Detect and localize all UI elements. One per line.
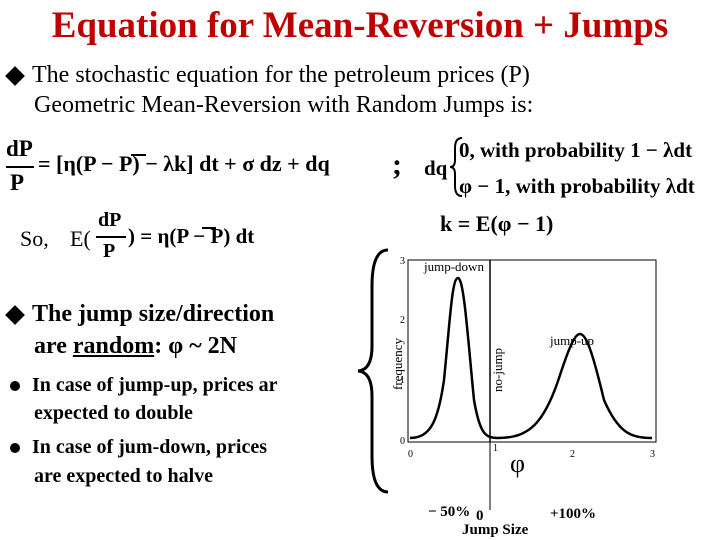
jump-line-2: are random: φ ~ 2N — [34, 333, 237, 360]
jump-line-2-prefix: are — [34, 333, 73, 359]
sub-bullet-2-line-2: are expected to halve — [34, 465, 214, 487]
dot-bullet-icon — [10, 381, 20, 392]
case-1: 0, with probability 1 − λdt — [459, 138, 693, 162]
large-brace-icon — [357, 248, 389, 494]
jump-down-label: jump-down — [423, 259, 484, 274]
diamond-bullet-icon — [5, 305, 25, 326]
k-definition: k = E(φ − 1) — [440, 211, 554, 236]
y-tick-0: 0 — [400, 436, 405, 447]
intro-bullet: The stochastic equation for the petroleu… — [5, 62, 530, 89]
x-tick-0: 0 — [408, 449, 413, 460]
equation-lhs-numerator: dP — [6, 136, 33, 161]
sub-bullet-1-line-1: In case of jump-up, prices ar — [32, 374, 278, 396]
so-e-open: E( — [70, 226, 91, 251]
equation-lhs-denominator: P — [10, 170, 25, 195]
intro-line-2: Geometric Mean-Reversion with Random Jum… — [34, 92, 534, 118]
sub-bullet-1: In case of jump-up, prices ar — [10, 374, 278, 397]
so-frac-den: P — [103, 240, 116, 262]
equation-semicolon: ; — [392, 148, 402, 181]
distribution-curve — [409, 276, 653, 440]
plus-100-label: +100% — [550, 506, 596, 522]
equation-rhs: = [η(P − P) − λk] dt + σ dz + dq — [38, 151, 330, 176]
sub-bullet-2: In case of jum-down, prices — [10, 436, 267, 459]
so-frac-num: dP — [98, 209, 122, 231]
intro-line-1: The stochastic equation for the petroleu… — [32, 62, 530, 88]
x-tick-1: 1 — [493, 443, 498, 454]
so-rest: ) = η(P − P) dt — [128, 224, 255, 248]
jump-up-label: jump-up — [549, 333, 594, 348]
jump-size-title: Jump Size — [462, 522, 529, 538]
case-brace-icon — [449, 137, 463, 197]
jump-line-1: The jump size/direction — [32, 301, 275, 327]
zero-label: 0 — [476, 508, 484, 524]
jump-line-2-suffix: : φ ~ 2N — [154, 333, 237, 359]
so-fraction-bar — [96, 236, 126, 238]
x-tick-2: 2 — [570, 449, 575, 460]
minus-50-label: − 50% — [428, 504, 470, 520]
so-overline — [202, 227, 216, 229]
y-tick-3: 3 — [400, 256, 405, 267]
slide-title: Equation for Mean-Reversion + Jumps — [51, 5, 669, 46]
graph-frame — [407, 259, 657, 443]
equation-overline — [131, 154, 146, 156]
diamond-bullet-icon — [5, 66, 25, 87]
x-tick-3: 3 — [650, 449, 655, 460]
case-2: φ − 1, with probability λdt — [459, 174, 695, 198]
no-jump-label: no-jump — [490, 348, 505, 392]
random-word: random — [72, 333, 155, 359]
jump-distribution-graph: 3 2 1 0 0 1 2 3 frequency no-jump jump-d… — [390, 256, 657, 538]
phi-label: φ — [510, 449, 525, 478]
jump-bullet: The jump size/direction — [5, 301, 275, 328]
dot-bullet-icon — [10, 443, 20, 454]
equation-fraction-bar — [6, 166, 34, 168]
sub-bullet-1-line-2: expected to double — [34, 402, 193, 424]
dq-label: dq — [424, 156, 448, 180]
y-tick-2: 2 — [400, 315, 405, 326]
sub-bullet-2-line-1: In case of jum-down, prices — [32, 436, 267, 458]
y-axis-label: frequency — [390, 338, 405, 390]
so-label: So, — [20, 226, 49, 251]
y-tick-1: 1 — [400, 375, 405, 386]
